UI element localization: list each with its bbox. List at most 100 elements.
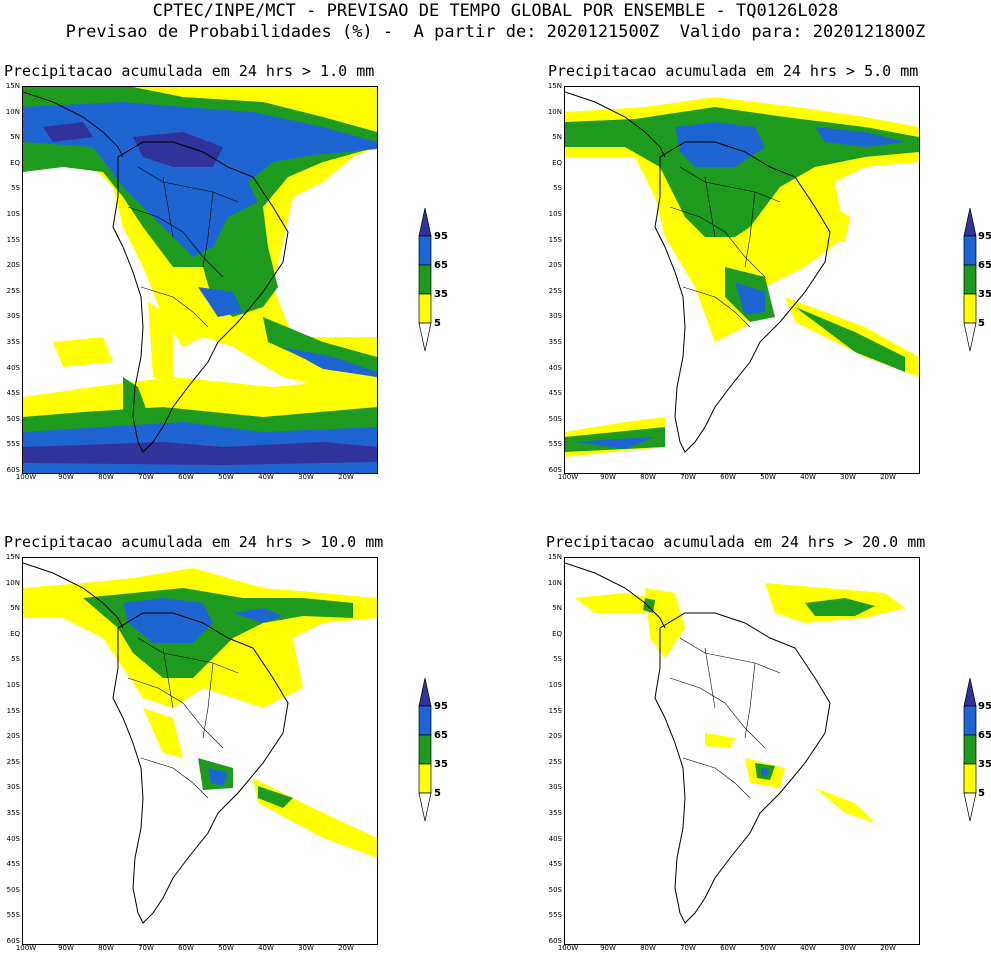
lat-tick-label: 25S [548, 286, 562, 295]
lat-tick-label: 20S [548, 732, 562, 741]
coastline-central-america [565, 91, 666, 158]
lat-tick-label: 10N [547, 578, 562, 587]
map-panel-10mm [22, 557, 378, 945]
legend-colorbar-bottom-right [962, 678, 991, 828]
lon-tick-label: 80W [640, 473, 656, 481]
legend-colorbar-bottom [417, 678, 457, 828]
lat-tick-label: 5N [552, 133, 562, 142]
lon-tick-label: 90W [600, 473, 616, 481]
lon-tick-label: 30W [840, 944, 856, 952]
legend-label-95: 95 [978, 231, 991, 242]
legend-label-95: 95 [978, 701, 991, 712]
lon-tick-label: 60W [720, 473, 736, 481]
lat-tick-label: EQ [552, 158, 562, 167]
lon-tick-label: 30W [840, 473, 856, 481]
lon-tick-label: 80W [640, 944, 656, 952]
panel-title-10mm: Precipitacao acumulada em 24 hrs > 10.0 … [4, 533, 384, 551]
lat-tick-label: 40S [6, 363, 20, 372]
lon-tick-label: 100W [15, 944, 37, 952]
lat-tick-label: 60S [548, 937, 562, 945]
lat-tick-label: 15N [547, 553, 562, 561]
map-svg-20mm [565, 562, 905, 924]
lat-tick-label: 20S [6, 732, 20, 741]
shading-95 [23, 122, 377, 465]
lon-tick-label: 70W [680, 473, 696, 481]
lat-tick-label: 5S [11, 184, 20, 193]
lat-tick-label: 5S [11, 655, 20, 664]
lon-tick-label: 80W [98, 944, 114, 952]
lon-tick-label: 50W [760, 473, 776, 481]
lat-tick-label: EQ [10, 629, 20, 638]
lat-tick-label: 35S [548, 338, 562, 346]
lat-tick-label: 10N [5, 107, 20, 116]
lon-tick-label: 40W [258, 944, 274, 952]
lon-tick-label: 60W [720, 944, 736, 952]
legend-label-65: 65 [978, 730, 991, 741]
lat-tick-label: 10S [548, 210, 562, 218]
map-panel-1mm [22, 86, 378, 474]
lat-tick-label: 55S [6, 440, 20, 449]
lat-tick-label: 45S [6, 389, 20, 398]
legend-label-95: 95 [434, 231, 448, 242]
lat-tick-label: 55S [6, 911, 20, 920]
lon-tick-label: 20W [880, 473, 896, 481]
lat-tick-label: 40S [6, 834, 20, 843]
lat-tick-label: 20S [6, 261, 20, 270]
lat-tick-label: 15N [5, 553, 20, 561]
lat-tick-label: EQ [10, 158, 20, 167]
lon-tick-label: 100W [557, 944, 579, 952]
lat-tick-label: 30S [6, 312, 20, 321]
lon-tick-label: 100W [557, 473, 579, 481]
lon-tick-label: 80W [98, 473, 114, 481]
lon-tick-label: 40W [258, 473, 274, 481]
country-borders [669, 166, 781, 328]
lat-tick-label: 10N [547, 107, 562, 116]
shading-5 [575, 583, 905, 823]
lat-tick-label: 30S [548, 783, 562, 792]
header-line-1: CPTEC/INPE/MCT - PREVISAO DE TEMPO GLOBA… [152, 1, 839, 21]
lat-tick-label: 45S [548, 389, 562, 398]
map-svg-5mm [565, 91, 919, 457]
lat-tick-label: 55S [548, 911, 562, 920]
shading-65 [575, 122, 905, 449]
map-panel-5mm [564, 86, 920, 474]
legend-colorbar-top-right [962, 208, 991, 358]
panel-title-1mm: Precipitacao acumulada em 24 hrs > 1.0 m… [4, 62, 375, 80]
lon-tick-label: 50W [218, 473, 234, 481]
lat-tick-label: 50S [548, 414, 562, 423]
lon-tick-label: 20W [338, 473, 354, 481]
lon-tick-label: 50W [760, 944, 776, 952]
lat-tick-label: 50S [548, 885, 562, 894]
legend-label-65: 65 [978, 260, 991, 271]
lat-tick-label: 40S [548, 363, 562, 372]
lon-tick-label: 90W [58, 473, 74, 481]
lat-tick-label: EQ [552, 629, 562, 638]
lat-tick-label: 30S [6, 783, 20, 792]
country-borders [127, 166, 239, 328]
map-svg-1mm [23, 87, 377, 473]
legend-label-5: 5 [978, 318, 985, 329]
lat-tick-label: 60S [548, 466, 562, 474]
lat-tick-label: 10S [6, 681, 20, 689]
map-panel-20mm [564, 557, 920, 945]
lon-tick-label: 90W [600, 944, 616, 952]
lon-tick-label: 40W [800, 944, 816, 952]
header-line-2: Previsao de Probabilidades (%) - A parti… [65, 22, 926, 42]
lat-tick-label: 30S [548, 312, 562, 321]
coastline-central-america [23, 91, 124, 158]
lat-tick-label: 35S [548, 809, 562, 817]
lat-tick-label: 50S [6, 885, 20, 894]
legend-label-35: 35 [978, 289, 991, 300]
legend-label-95: 95 [434, 701, 448, 712]
legend-label-5: 5 [434, 318, 441, 329]
country-borders [669, 637, 781, 799]
coastline-central-america [565, 562, 666, 629]
lat-tick-label: 10S [6, 210, 20, 218]
coastline-south-america [654, 141, 831, 453]
country-borders [127, 637, 239, 799]
lat-tick-label: 5S [553, 655, 562, 664]
lat-tick-label: 15N [5, 82, 20, 90]
lat-tick-label: 15S [6, 706, 20, 715]
lat-tick-label: 5N [10, 604, 20, 613]
lon-tick-label: 20W [338, 944, 354, 952]
